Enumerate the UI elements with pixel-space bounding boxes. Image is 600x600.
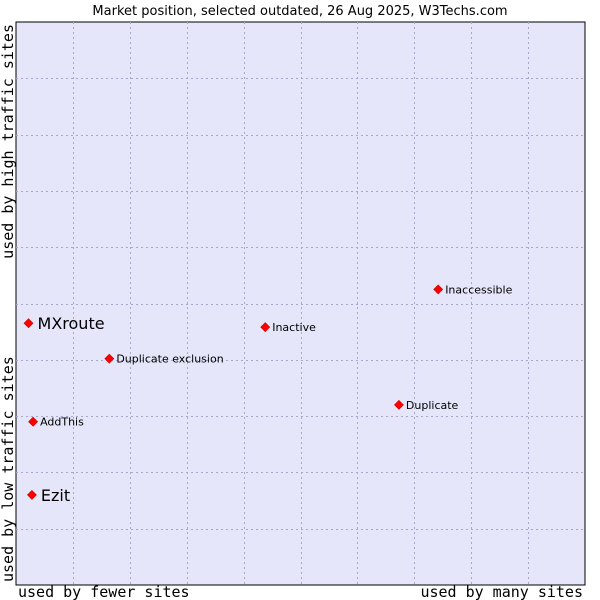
data-point-label: Duplicate [406, 399, 459, 412]
data-point-label: MXroute [38, 314, 105, 333]
data-point-marker [104, 353, 115, 364]
data-point-inaccessible: Inaccessible [433, 283, 513, 296]
data-point-marker [28, 416, 38, 427]
data-point-marker [23, 318, 34, 329]
x-axis-label-left: used by fewer sites [18, 583, 190, 600]
data-point-addthis: AddThis [28, 416, 84, 429]
data-point-label: Inactive [272, 321, 316, 334]
data-point-label: Ezit [41, 486, 70, 505]
data-point-label: AddThis [40, 416, 84, 429]
data-point-mxroute: MXroute [23, 314, 105, 333]
data-points: MXroute Ezit Inaccessible Inactive Duplicate… [23, 283, 513, 505]
data-point-label: Duplicate exclusion [116, 353, 223, 366]
data-point-ezit: Ezit [27, 486, 70, 505]
data-point-marker [433, 284, 444, 295]
data-point-marker [260, 322, 271, 333]
grid-lines [16, 22, 585, 585]
data-point-duplicate-exclusion: Duplicate exclusion [104, 353, 224, 366]
y-axis-label-bottom: used by low traffic sites [0, 356, 17, 582]
data-point-marker [394, 399, 404, 410]
data-point-label: Inaccessible [445, 283, 512, 296]
data-point-marker [27, 489, 37, 500]
chart-title: Market position, selected outdated, 26 A… [92, 4, 507, 19]
y-axis-label-top: used by high traffic sites [0, 24, 17, 259]
data-point-inactive: Inactive [260, 321, 316, 334]
plot-area [15, 21, 586, 586]
data-point-duplicate: Duplicate [394, 399, 459, 412]
x-axis-label-right: used by many sites [420, 583, 583, 600]
